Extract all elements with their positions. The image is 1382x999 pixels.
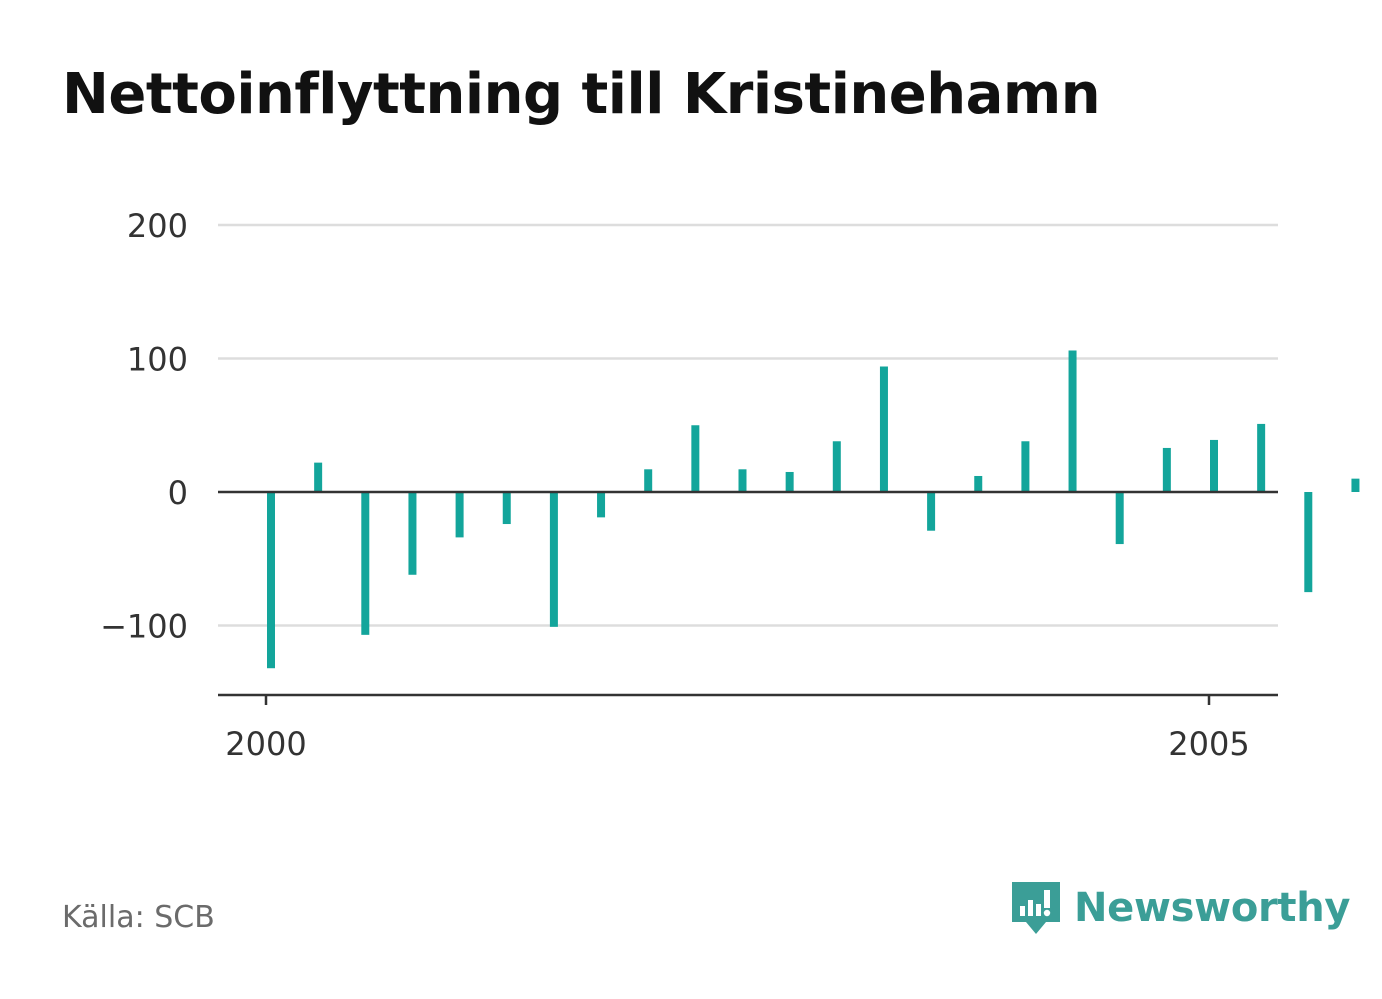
bar xyxy=(314,462,323,492)
grid-lines xyxy=(218,223,1278,627)
bar xyxy=(927,492,936,531)
bar xyxy=(1351,478,1360,492)
y-tick-label: 0 xyxy=(168,474,188,512)
bar xyxy=(644,469,653,492)
bar xyxy=(1257,423,1266,492)
bar xyxy=(785,471,794,492)
bar xyxy=(832,441,841,492)
bar xyxy=(691,425,700,492)
bar xyxy=(361,492,370,635)
y-tick-label: 200 xyxy=(127,207,188,245)
bars xyxy=(267,350,1360,669)
y-tick-label: −100 xyxy=(100,608,188,646)
bar xyxy=(1304,492,1313,593)
x-tick-label: 2005 xyxy=(1168,725,1249,763)
bar xyxy=(267,492,275,669)
bar xyxy=(597,492,606,518)
bar xyxy=(408,492,417,575)
newsworthy-logo-icon xyxy=(1012,882,1060,934)
bar xyxy=(974,475,983,492)
brand-logo: Newsworthy xyxy=(1010,878,1351,938)
y-tick-label: 100 xyxy=(127,341,188,379)
bar xyxy=(738,469,747,492)
bar xyxy=(1162,447,1171,492)
brand-name: Newsworthy xyxy=(1074,885,1351,931)
source-label: Källa: SCB xyxy=(62,900,215,935)
bar xyxy=(1068,350,1077,492)
bar xyxy=(1210,439,1218,492)
bar xyxy=(879,366,888,492)
bar xyxy=(455,492,464,538)
bar xyxy=(1021,441,1030,492)
x-tick-label: 2000 xyxy=(225,725,306,763)
bar xyxy=(502,492,511,525)
bar xyxy=(1115,492,1124,545)
chart-title: Nettoinflyttning till Kristinehamn xyxy=(62,62,1101,127)
bar xyxy=(549,492,558,627)
